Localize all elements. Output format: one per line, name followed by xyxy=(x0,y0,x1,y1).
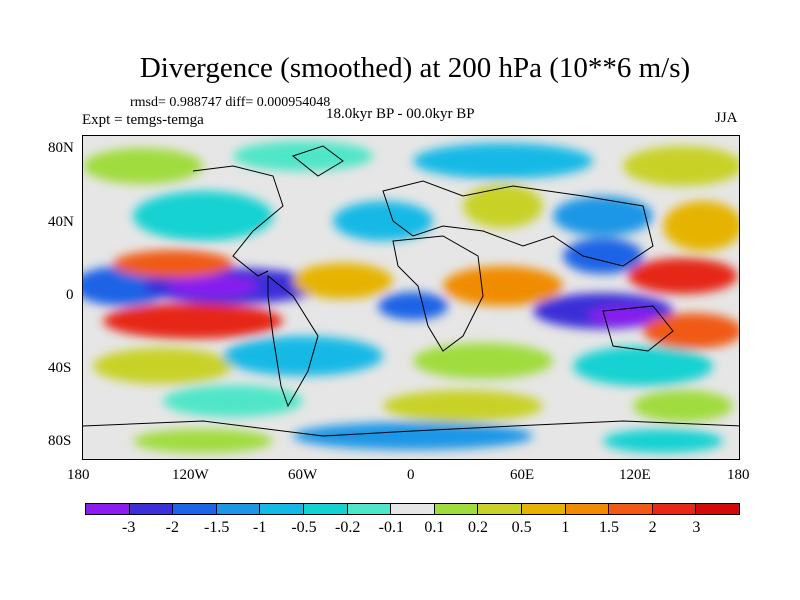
colorbar-swatch xyxy=(129,504,174,514)
north-america-coast xyxy=(192,165,284,277)
x-label-120e: 120E xyxy=(619,467,651,483)
colorbar-tick-label: 1.5 xyxy=(599,519,619,536)
x-label-60w: 60W xyxy=(288,467,318,483)
y-label-80s: 80S xyxy=(48,433,72,449)
colorbar-swatch xyxy=(521,504,566,514)
colorbar-swatch xyxy=(478,504,522,514)
colorbar-tick-label: 1 xyxy=(561,519,570,536)
colorbar-tick-label: -0.5 xyxy=(291,519,317,536)
y-label-40s: 40S xyxy=(48,360,72,376)
colorbar-swatch xyxy=(434,504,479,514)
colorbar-swatch xyxy=(260,504,304,514)
colorbar-swatch xyxy=(303,504,348,514)
y-label-0: 0 xyxy=(66,287,74,303)
africa-coast xyxy=(392,235,484,352)
antarctica-coast xyxy=(83,420,739,437)
x-label-0: 0 xyxy=(407,467,415,483)
colorbar-swatch xyxy=(652,504,697,514)
colorbar-swatch xyxy=(609,504,653,514)
x-label-60e: 60E xyxy=(510,467,535,483)
y-label-80n: 80N xyxy=(48,140,74,156)
coastlines xyxy=(83,145,739,437)
colorbar-tick-label: -0.2 xyxy=(335,519,361,536)
colorbar-tick-label: 2 xyxy=(648,519,657,536)
x-label-180-right: 180 xyxy=(727,467,750,483)
eurasia-coast xyxy=(382,180,654,267)
colorbar-tick-label: 0.2 xyxy=(468,519,488,536)
season-label: JJA xyxy=(715,110,738,126)
colorbar-tick-label: -1.5 xyxy=(204,519,230,536)
x-label-120w: 120W xyxy=(172,467,209,483)
divergence-contours xyxy=(83,141,739,453)
colorbar-swatch xyxy=(347,504,392,514)
colorbar-tick-label: 0.5 xyxy=(511,519,532,536)
experiment-label: Expt = temgs-temga xyxy=(82,112,204,128)
colorbar-swatch xyxy=(86,504,130,514)
period-label: 18.0kyr BP - 00.0kyr BP xyxy=(326,106,475,122)
colorbar-swatch xyxy=(173,504,217,514)
divergence-field-map xyxy=(83,136,739,459)
map-panel xyxy=(82,135,740,460)
stats-text: rmsd= 0.988747 diff= 0.000954048 xyxy=(130,95,331,110)
map-title: Divergence (smoothed) at 200 hPa (10**6 … xyxy=(139,52,691,84)
colorbar-swatch xyxy=(565,504,610,514)
colorbar-swatch xyxy=(696,504,739,514)
colorbar-tick-label: 3 xyxy=(692,519,701,536)
colorbar-tick-label: -1 xyxy=(252,519,267,536)
x-label-180-left: 180 xyxy=(67,467,90,483)
colorbar xyxy=(85,503,740,515)
australia-coast xyxy=(602,305,674,352)
colorbar-tick-label: -3 xyxy=(121,519,136,536)
south-america-coast xyxy=(267,274,319,408)
y-label-40n: 40N xyxy=(48,214,74,230)
colorbar-tick-label: -2 xyxy=(165,519,179,536)
greenland-coast xyxy=(291,145,344,177)
colorbar-tick-label: 0.1 xyxy=(424,519,445,536)
colorbar-swatch xyxy=(216,504,261,514)
colorbar-tick-label: -0.1 xyxy=(378,519,404,536)
colorbar-swatch xyxy=(391,504,435,514)
